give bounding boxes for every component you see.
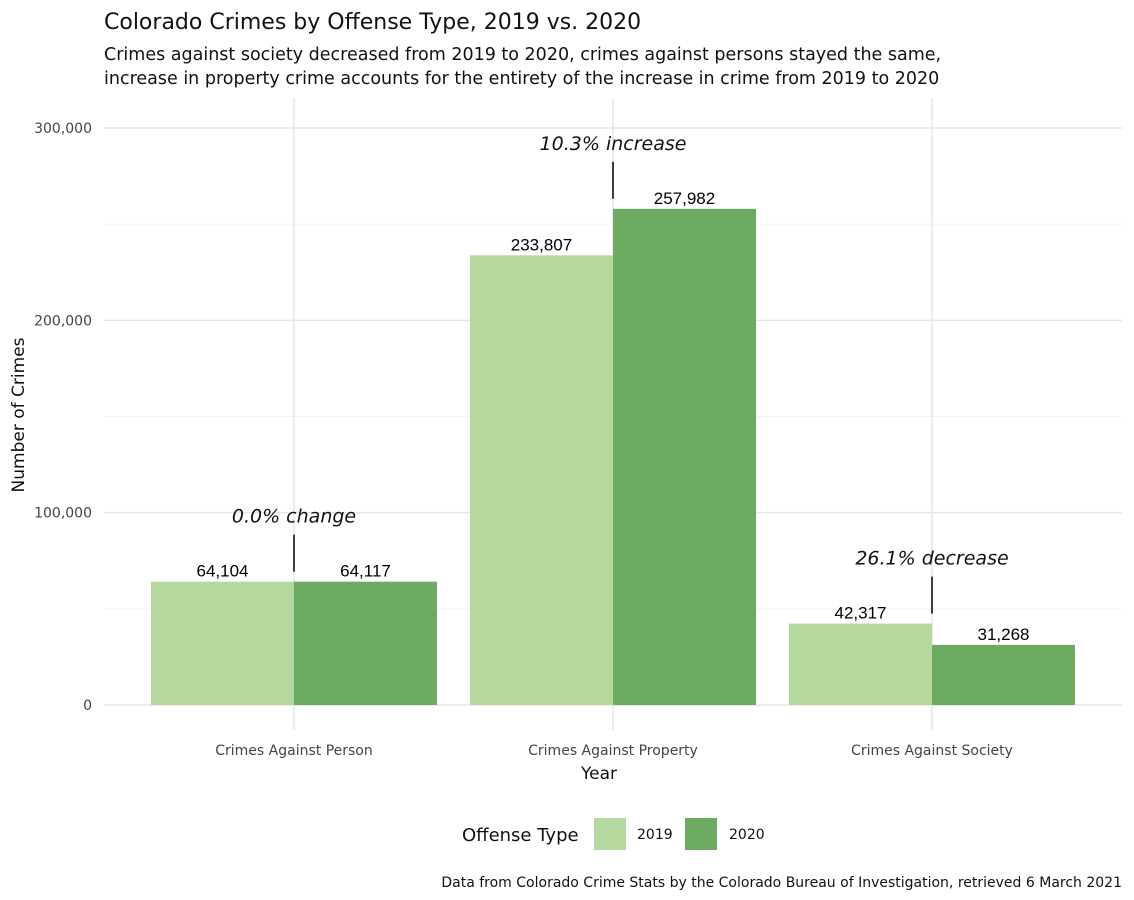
- bar-label-2019-1: 64,104: [197, 562, 249, 581]
- bar-label-2019-2: 233,807: [511, 235, 572, 254]
- x-tick-label: Crimes Against Person: [215, 743, 373, 759]
- y-axis-ticks: 0 100,000 200,000 300,000: [34, 121, 92, 714]
- y-axis-title: Number of Crimes: [9, 337, 29, 492]
- legend-label-2019: 2019: [637, 827, 673, 843]
- bar-2019-1: [151, 581, 294, 705]
- annotation-3: 26.1% decrease: [855, 548, 1008, 570]
- legend-swatch-2019: [594, 818, 626, 850]
- bar-2020-3: [932, 644, 1075, 705]
- y-tick-label: 0: [83, 698, 92, 714]
- annotation-1: 0.0% change: [232, 506, 356, 528]
- bar-2019-3: [789, 623, 932, 705]
- bar-label-2020-2: 257,982: [654, 189, 715, 208]
- legend-label-2020: 2020: [729, 827, 765, 843]
- y-tick-label: 200,000: [34, 313, 92, 329]
- bar-2019-2: [470, 255, 613, 705]
- legend-title: Offense Type: [462, 825, 579, 846]
- bars: [151, 208, 1075, 705]
- x-tick-label: Crimes Against Society: [851, 743, 1013, 759]
- chart-subtitle-line-2: increase in property crime accounts for …: [104, 69, 939, 89]
- chart-subtitle-line-1: Crimes against society decreased from 20…: [104, 45, 941, 65]
- bar-label-2020-1: 64,117: [340, 562, 391, 581]
- bar-label-2019-3: 42,317: [835, 604, 887, 623]
- bar-label-2020-3: 31,268: [978, 625, 1030, 644]
- bar-2020-2: [613, 208, 756, 705]
- annotation-2: 10.3% increase: [540, 133, 687, 155]
- bar-labels: 64,104 64,117 233,807 257,982 42,317 31,268: [197, 189, 1030, 644]
- y-tick-label: 100,000: [34, 506, 92, 522]
- legend-swatch-2020: [685, 818, 717, 850]
- x-tick-label: Crimes Against Property: [528, 743, 698, 759]
- bar-2020-1: [294, 581, 437, 705]
- legend: Offense Type 2019 2020: [462, 818, 765, 850]
- x-axis-ticks: Crimes Against Person Crimes Against Prop…: [215, 743, 1013, 759]
- annotations: 0.0% change 10.3% increase 26.1% decrease: [232, 133, 1009, 614]
- chart-title: Colorado Crimes by Offense Type, 2019 vs…: [104, 10, 641, 35]
- x-axis-title: Year: [580, 764, 617, 784]
- y-tick-label: 300,000: [34, 121, 92, 137]
- chart-caption: Data from Colorado Crime Stats by the Co…: [441, 875, 1122, 891]
